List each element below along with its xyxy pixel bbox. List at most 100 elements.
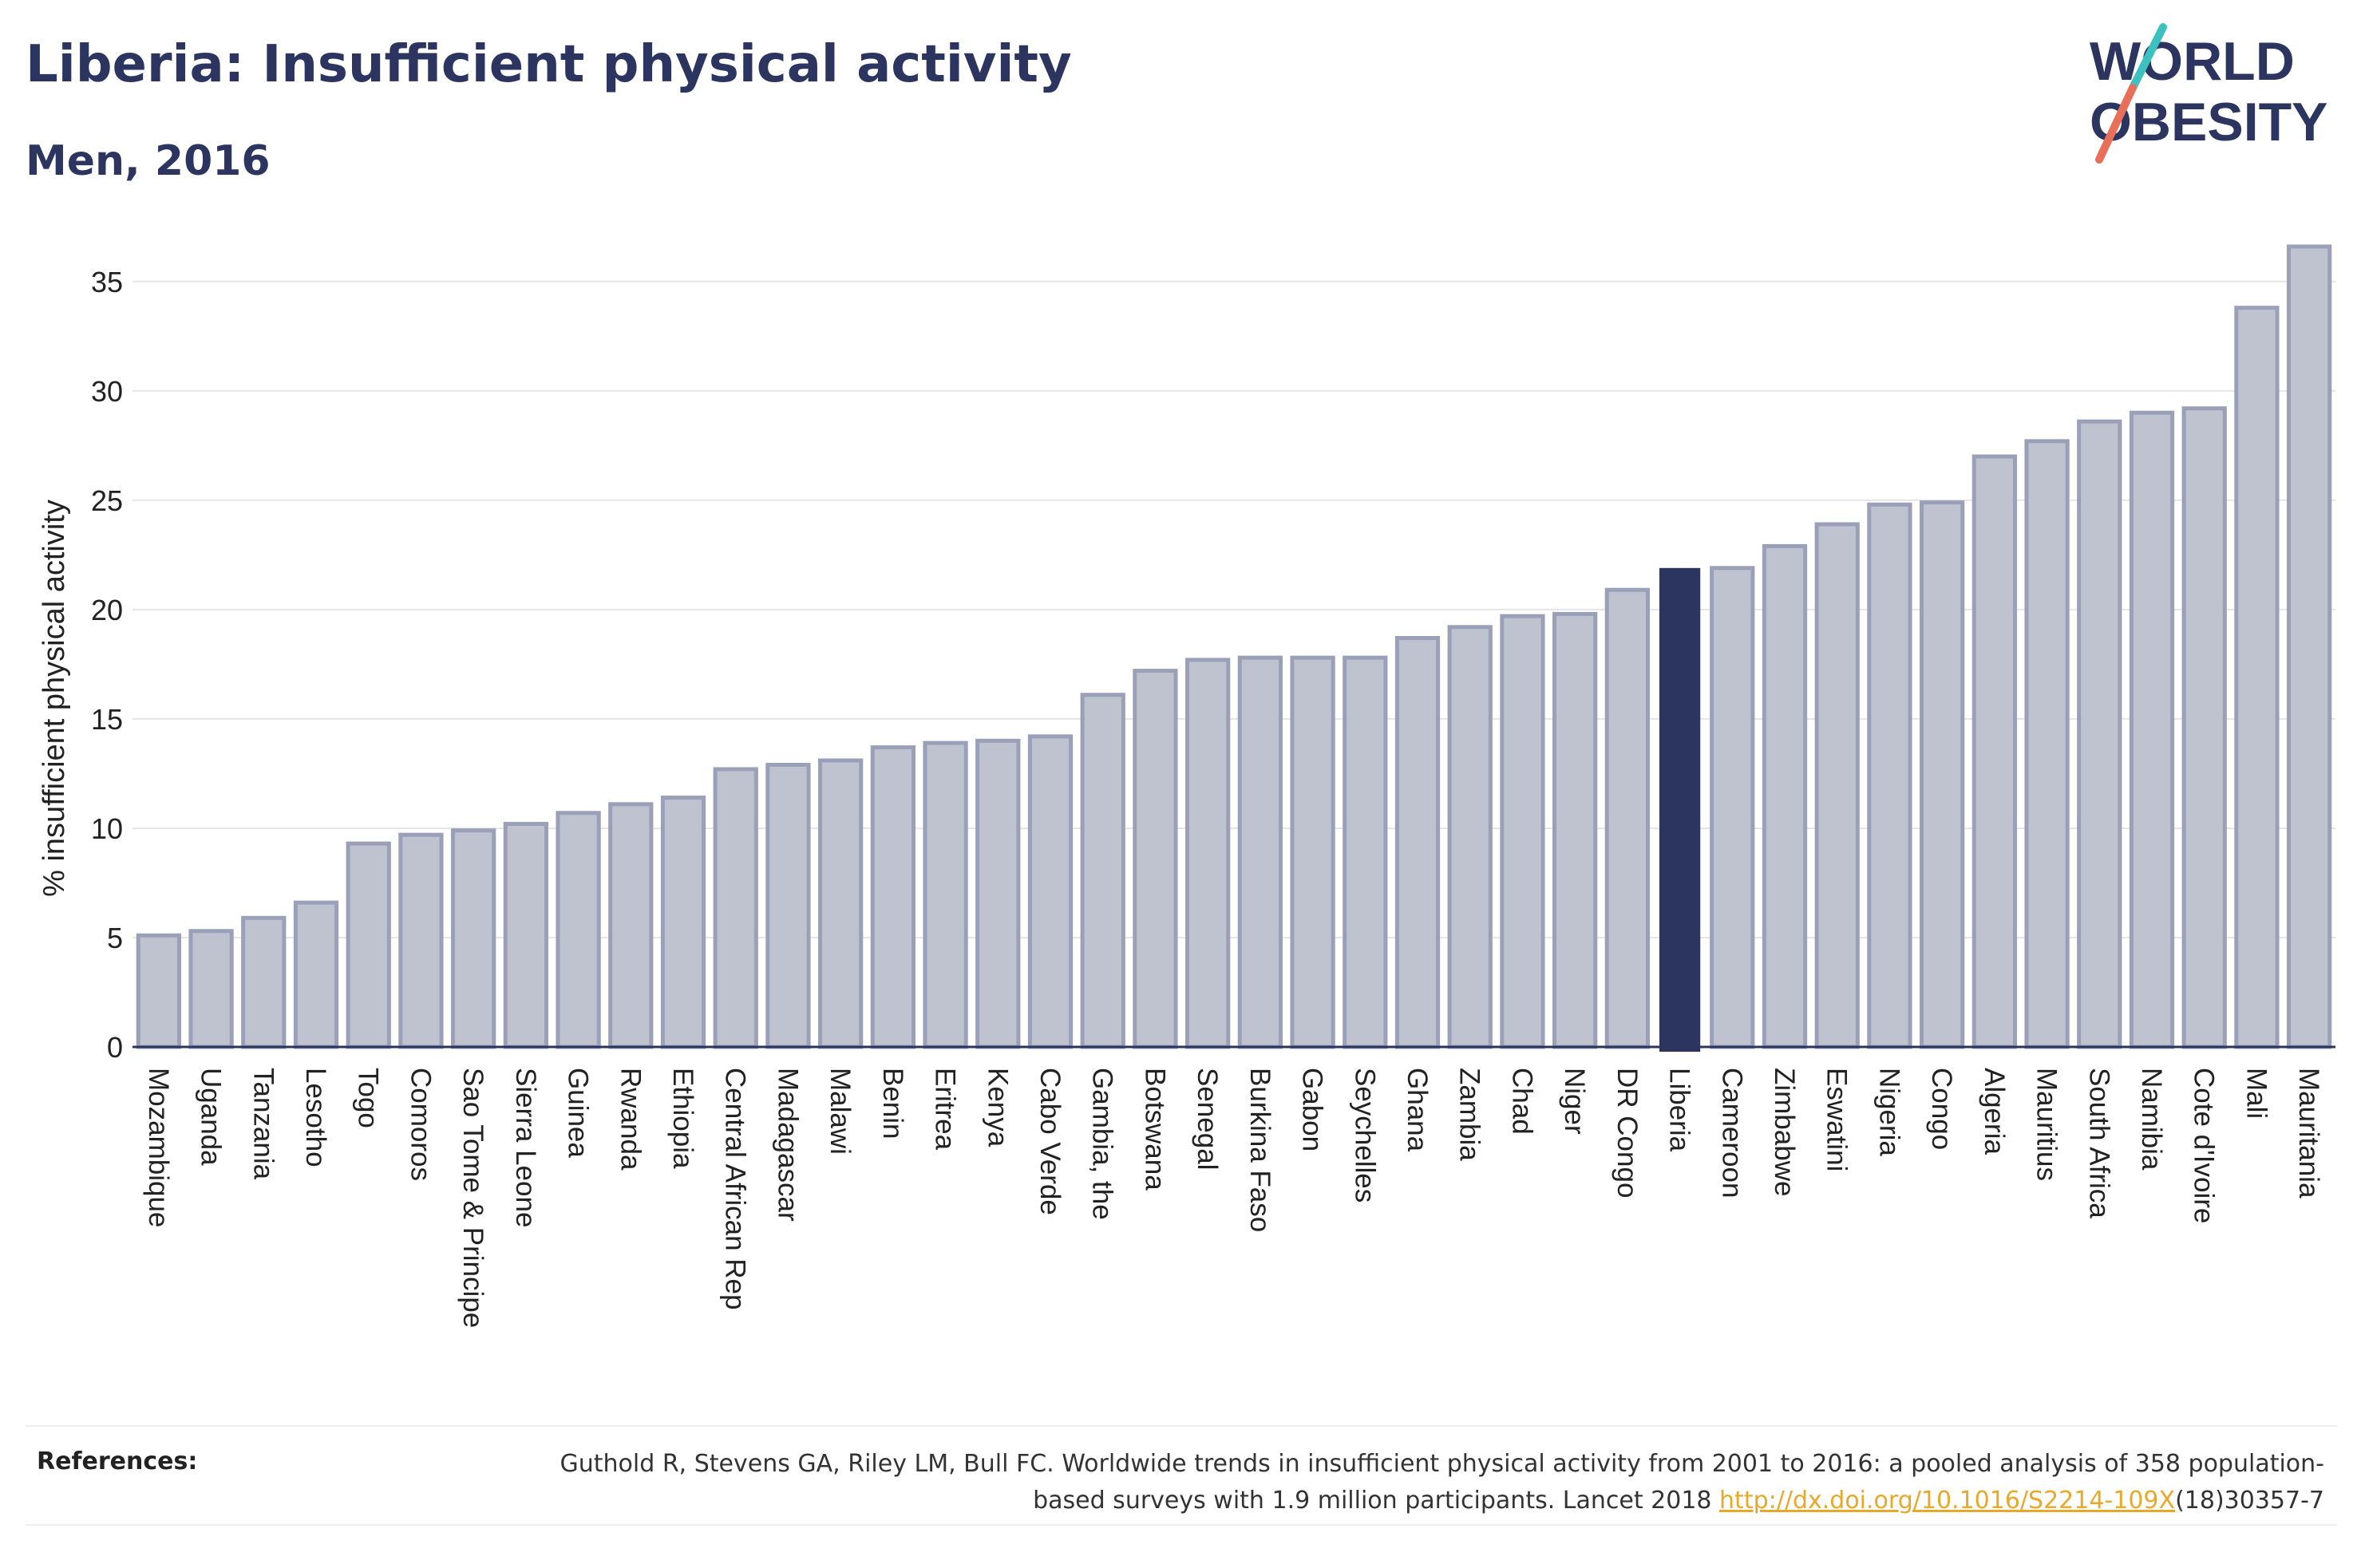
x-tick-label: Sao Tome & Principe xyxy=(457,1068,488,1328)
x-tick-label: Malawi xyxy=(825,1068,856,1155)
x-tick-label: Nigeria xyxy=(1873,1068,1904,1156)
bar xyxy=(1237,655,1283,1049)
bar xyxy=(556,811,601,1049)
x-tick-label: Cote d'Ivoire xyxy=(2189,1068,2220,1223)
x-tick-label: Gabon xyxy=(1297,1068,1328,1151)
bar xyxy=(1290,655,1335,1049)
logo-word-world: WORLD xyxy=(2090,31,2295,92)
reference-suffix: (18)30357-7 xyxy=(2175,1487,2324,1515)
y-tick-label: 15 xyxy=(91,703,123,736)
y-tick-label: 20 xyxy=(91,594,123,626)
bar xyxy=(1552,611,1598,1049)
y-tick-label: 10 xyxy=(91,812,123,845)
bar xyxy=(1185,658,1231,1049)
x-tick-label: Kenya xyxy=(982,1068,1013,1147)
x-tick-label: Chad xyxy=(1506,1068,1537,1135)
x-tick-label: Mauritius xyxy=(2031,1068,2062,1181)
bar xyxy=(1971,454,2017,1049)
x-tick-label: Mozambique xyxy=(143,1068,174,1227)
chart-subtitle: Men, 2016 xyxy=(26,137,271,185)
x-tick-label: Lesotho xyxy=(300,1068,331,1167)
bar xyxy=(2181,406,2227,1049)
x-tick-labels: Mozambique Uganda Tanzania Lesotho Togo Comor… xyxy=(143,1068,2324,1328)
x-tick-label: Niger xyxy=(1559,1068,1590,1135)
x-tick-label: Sierra Leone xyxy=(510,1068,541,1227)
x-tick-label: Rwanda xyxy=(615,1068,646,1171)
x-tick-label: Zambia xyxy=(1454,1068,1485,1161)
bar xyxy=(870,745,916,1049)
x-tick-label: Central African Rep xyxy=(720,1068,751,1309)
x-tick-label: South Africa xyxy=(2083,1068,2114,1218)
reference-doi-link[interactable]: http://dx.doi.org/10.1016/S2214-109X xyxy=(1719,1487,2176,1515)
x-tick-label: Liberia xyxy=(1664,1068,1695,1152)
y-axis-label: % insufficient physical activity xyxy=(38,500,71,897)
x-tick-label: Zimbabwe xyxy=(1769,1068,1800,1196)
bar xyxy=(1133,669,1178,1049)
bar xyxy=(2129,410,2175,1049)
y-tick-labels: 0 5 10 15 20 25 30 35 xyxy=(91,266,123,1064)
x-tick-label: Mauritania xyxy=(2293,1068,2324,1199)
bar xyxy=(188,929,234,1049)
bar xyxy=(451,828,496,1049)
bar xyxy=(1394,636,1441,1049)
chart-title: Liberia: Insufficient physical activity xyxy=(26,35,1072,94)
bar xyxy=(346,841,391,1049)
bar xyxy=(241,915,287,1049)
bar xyxy=(2077,419,2122,1049)
x-tick-label: Burkina Faso xyxy=(1244,1068,1275,1232)
bar xyxy=(713,767,758,1049)
y-tick-label: 25 xyxy=(91,484,123,517)
references-label: References: xyxy=(37,1448,198,1475)
x-tick-label: Senegal xyxy=(1192,1068,1223,1170)
bar xyxy=(1814,522,1860,1049)
x-tick-label: Botswana xyxy=(1139,1068,1170,1191)
bar xyxy=(136,933,181,1049)
footer-bottom-rule xyxy=(26,1524,2337,1526)
bar xyxy=(660,796,706,1049)
bar xyxy=(503,821,548,1049)
x-tick-label: Gambia, the xyxy=(1087,1068,1118,1220)
bar xyxy=(923,741,968,1049)
bar xyxy=(2234,306,2280,1049)
x-tick-label: Togo xyxy=(353,1068,384,1128)
bar xyxy=(1343,655,1388,1049)
x-tick-label: Mali xyxy=(2240,1068,2272,1119)
x-tick-label: Ethiopia xyxy=(667,1068,698,1169)
bar xyxy=(1867,502,1912,1049)
footer-top-rule xyxy=(26,1425,2337,1427)
x-tick-label: Algeria xyxy=(1979,1068,2010,1155)
x-tick-label: Seychelles xyxy=(1349,1068,1380,1203)
reference-text: Guthold R, Stevens GA, Riley LM, Bull FC… xyxy=(560,1450,2324,1515)
bar xyxy=(608,802,654,1049)
y-tick-label: 35 xyxy=(91,266,123,298)
bar xyxy=(1604,587,1650,1049)
y-tick-label: 30 xyxy=(91,375,123,408)
x-tick-label: Eritrea xyxy=(930,1068,961,1151)
x-tick-label: Ghana xyxy=(1402,1068,1433,1152)
logo-slash-teal xyxy=(2129,23,2167,92)
bar xyxy=(1920,500,1965,1049)
bar xyxy=(818,758,864,1049)
logo-slash-coral xyxy=(2095,84,2137,164)
x-tick-label: Madagascar xyxy=(772,1068,803,1222)
x-tick-label: Eswatini xyxy=(1821,1068,1853,1171)
bar-highlight xyxy=(1659,567,1701,1052)
x-tick-label: Cabo Verde xyxy=(1034,1068,1066,1215)
bar xyxy=(975,738,1021,1049)
bar-chart: 0 5 10 15 20 25 30 35 Mozambique Uganda Tanzania L… xyxy=(38,244,2335,1328)
y-tick-label: 5 xyxy=(107,922,123,954)
gridlines xyxy=(132,280,2335,938)
bar xyxy=(1027,734,1074,1049)
bar xyxy=(1447,625,1493,1049)
x-tick-label: Cameroon xyxy=(1716,1068,1747,1198)
bars xyxy=(136,244,2332,1052)
x-tick-label: Uganda xyxy=(196,1068,227,1166)
x-tick-label: Tanzania xyxy=(247,1068,279,1180)
reference-citation: Guthold R, Stevens GA, Riley LM, Bull FC… xyxy=(528,1446,2324,1519)
bar xyxy=(765,762,811,1049)
x-tick-label: DR Congo xyxy=(1612,1068,1643,1198)
x-tick-label: Guinea xyxy=(563,1068,594,1158)
bar xyxy=(1762,543,1808,1049)
bar xyxy=(398,832,444,1049)
bar xyxy=(2287,244,2332,1049)
